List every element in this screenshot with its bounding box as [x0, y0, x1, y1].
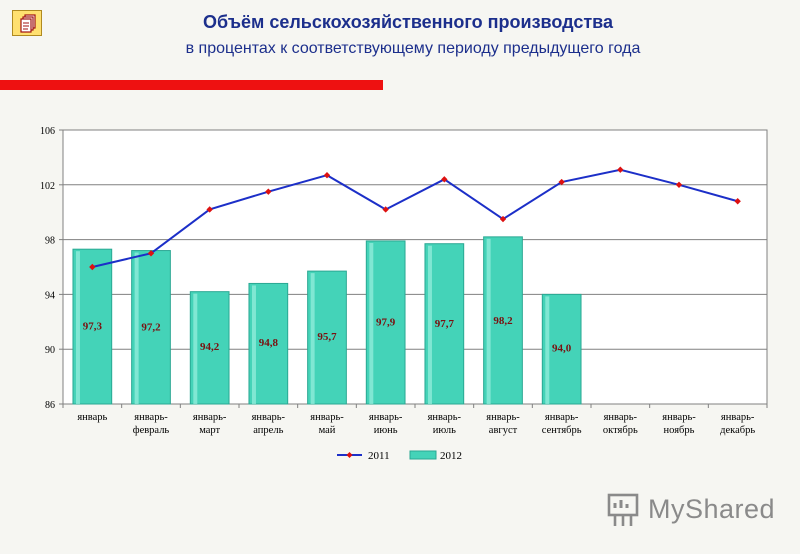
presentation-board-icon	[607, 493, 639, 526]
bar-highlight	[251, 285, 256, 404]
bar-data-label: 98,2	[493, 315, 513, 327]
accent-rule	[0, 80, 383, 90]
x-category-label: декабрь	[720, 425, 755, 436]
x-category-label: ноябрь	[664, 425, 695, 436]
myshared-logo: MyShared	[606, 490, 786, 534]
point-2011	[675, 181, 683, 188]
x-category-label: январь-	[721, 412, 755, 423]
x-category-label: апрель	[253, 425, 283, 436]
x-category-label: январь-	[252, 412, 286, 423]
bar-highlight	[369, 242, 374, 404]
point-2011	[558, 178, 565, 186]
logo-text: MyShared	[648, 494, 776, 524]
bar-highlight	[310, 273, 315, 404]
x-category-label: январь-	[662, 412, 696, 423]
point-2011	[89, 263, 96, 271]
bar-data-label: 97,9	[376, 317, 396, 329]
y-tick-label: 98	[45, 236, 55, 247]
y-tick-label: 102	[40, 181, 55, 192]
x-category-label: октябрь	[603, 425, 638, 436]
x-category-label: февраль	[133, 425, 170, 436]
x-category-label: май	[319, 425, 336, 436]
point-2011	[499, 215, 507, 223]
y-tick-label: 94	[45, 290, 55, 301]
point-2011	[734, 198, 741, 205]
bar-highlight	[75, 251, 80, 404]
point-2011	[323, 172, 331, 179]
x-category-label: январь-	[428, 412, 462, 423]
x-category-label: январь-	[310, 412, 344, 423]
point-2011	[441, 176, 448, 183]
bar-data-label: 97,3	[83, 321, 103, 333]
x-category-label: январь-	[193, 412, 227, 423]
legend-swatch-2012	[409, 450, 437, 460]
bar-data-label: 94,0	[552, 342, 572, 354]
legend-marker-2011	[346, 452, 353, 458]
legend-label-2012: 2012	[440, 450, 462, 462]
x-category-label: январь-	[369, 412, 403, 423]
page-title: Объём сельскохозяйственного производства	[203, 12, 613, 32]
page-subtitle: в процентах к соответствующему периоду п…	[185, 40, 641, 57]
x-category-label: июнь	[374, 425, 398, 436]
bar-highlight	[486, 238, 491, 404]
point-2011	[206, 206, 213, 213]
x-category-label: сентябрь	[542, 425, 582, 436]
bar-highlight	[134, 252, 139, 404]
x-category-label: январь-	[545, 412, 579, 423]
bar-data-label: 94,2	[200, 341, 220, 353]
line-2011	[92, 168, 738, 268]
x-category-label: январь-	[486, 412, 520, 423]
bar-highlight	[545, 296, 550, 404]
point-2011	[382, 206, 389, 213]
point-2011	[265, 188, 272, 195]
x-category-label: март	[199, 425, 220, 436]
x-category-label: январь-	[604, 412, 638, 423]
point-2011	[147, 250, 155, 257]
nav-pages-button[interactable]	[12, 10, 42, 36]
plot-area	[62, 129, 768, 405]
bar-highlight	[427, 245, 432, 404]
x-category-label: январь-	[134, 412, 168, 423]
bar-data-label: 97,2	[141, 321, 161, 333]
bar-data-label: 97,7	[435, 318, 455, 330]
bar-highlight	[193, 293, 198, 404]
bar-data-label: 95,7	[317, 331, 337, 343]
y-tick-label: 106	[40, 126, 55, 137]
y-tick-label: 86	[45, 400, 55, 411]
y-tick-label: 90	[45, 345, 55, 356]
bar-data-label: 94,8	[259, 337, 279, 349]
legend-label-2011: 2011	[368, 450, 390, 462]
point-2011	[617, 166, 624, 173]
x-category-label: июль	[433, 425, 456, 436]
x-category-label: август	[489, 425, 518, 436]
pages-icon	[20, 14, 36, 33]
x-category-label: январь	[77, 412, 107, 423]
